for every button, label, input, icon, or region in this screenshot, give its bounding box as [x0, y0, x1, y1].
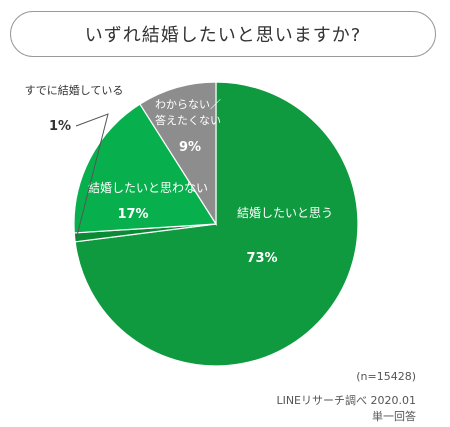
- pie-slice-2: [73, 103, 218, 234]
- slice-label-3-line2: 答えたくない: [155, 113, 221, 127]
- slice-value-3: 9%: [179, 140, 201, 155]
- chart-title: いずれ結婚したいと思いますか?: [84, 25, 362, 46]
- answer-type-note: 単一回答: [372, 410, 416, 423]
- pie-slice-3: [139, 81, 217, 227]
- slice-value-2: 17%: [117, 207, 148, 222]
- slice-label-2: 結婚したいと思わない: [88, 181, 208, 195]
- source-note: LINEリサーチ調べ 2020.01: [276, 394, 416, 407]
- slice-label-1: すでに結婚している: [25, 83, 124, 97]
- sample-size-note: (n=15428): [356, 370, 416, 383]
- chart-title-box: いずれ結婚したいと思いますか?: [10, 11, 436, 57]
- leader-line-1: [75, 113, 109, 238]
- slice-value-0: 73%: [246, 251, 277, 266]
- slice-value-1: 1%: [49, 119, 71, 134]
- slice-label-0: 結婚したいと思う: [237, 206, 333, 220]
- slice-label-3-line1: わからない／: [155, 98, 221, 111]
